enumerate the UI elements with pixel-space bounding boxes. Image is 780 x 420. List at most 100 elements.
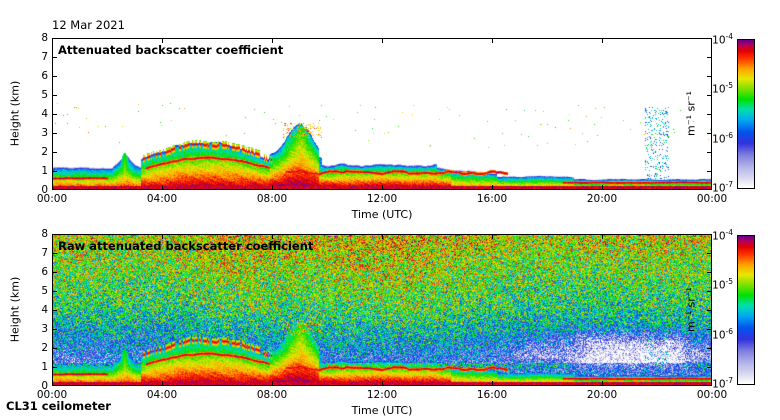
x-tick-label: 04:00 [146, 193, 178, 205]
colorbar-tick-label: 10-6 [712, 130, 733, 145]
x-tick-label: 08:00 [256, 193, 288, 205]
x-tick [162, 381, 163, 386]
y-tick-label: 0 [41, 184, 48, 196]
y-tick-label: 7 [41, 51, 48, 63]
y-tick [707, 152, 712, 153]
y-tick-label: 1 [41, 165, 48, 177]
colorbar-tick-label: 10-4 [712, 227, 733, 243]
x-tick-label: 20:00 [586, 389, 618, 401]
y-tick-label: 3 [41, 127, 48, 139]
x-tick [602, 234, 603, 239]
x-tick-label: 12:00 [366, 389, 398, 401]
y-tick [52, 114, 57, 115]
x-tick [52, 38, 53, 43]
y-tick-label: 5 [41, 89, 48, 101]
x-tick [52, 381, 53, 386]
x-tick [602, 185, 603, 190]
x-tick-label: 16:00 [476, 389, 508, 401]
colorbar-bottom [737, 235, 755, 385]
y-tick [52, 272, 57, 273]
y-tick-label: 3 [41, 323, 48, 335]
plot-panel-attenuated-backscatter[interactable] [52, 38, 712, 190]
x-tick [492, 234, 493, 239]
x-tick-label: 08:00 [256, 389, 288, 401]
colorbar-tick-label: 10-7 [712, 375, 733, 391]
instrument-footer: CL31 ceilometer [6, 399, 111, 413]
x-tick [162, 38, 163, 43]
y-tick [52, 152, 57, 153]
x-tick [711, 38, 712, 43]
y-tick-label: 4 [41, 108, 48, 120]
y-tick [707, 253, 712, 254]
x-tick [272, 381, 273, 386]
y-tick-label: 4 [41, 304, 48, 316]
y-tick [52, 133, 57, 134]
x-tick [382, 381, 383, 386]
y-tick [707, 367, 712, 368]
y-tick [707, 385, 712, 386]
y-tick [52, 310, 57, 311]
x-tick-label: 12:00 [366, 193, 398, 205]
x-axis-label-bottom: Time (UTC) [351, 404, 413, 417]
y-tick [707, 133, 712, 134]
x-tick-label: 00:00 [36, 193, 68, 205]
x-tick [52, 185, 53, 190]
x-tick [602, 381, 603, 386]
colorbar-tick-label: 10-5 [712, 81, 733, 96]
y-tick-label: 1 [41, 361, 48, 373]
y-tick [52, 253, 57, 254]
y-tick-label: 6 [41, 70, 48, 82]
x-tick [382, 185, 383, 190]
x-tick [272, 38, 273, 43]
y-tick [707, 38, 712, 39]
y-tick [707, 234, 712, 235]
y-tick-label: 8 [41, 228, 48, 240]
y-tick [52, 367, 57, 368]
x-tick [711, 234, 712, 239]
y-tick [52, 329, 57, 330]
y-tick [52, 38, 57, 39]
y-tick-label: 7 [41, 247, 48, 259]
x-tick-label: 16:00 [476, 193, 508, 205]
x-tick [382, 234, 383, 239]
y-tick [707, 95, 712, 96]
x-tick [602, 38, 603, 43]
colorbar-tick-label: 10-5 [712, 277, 733, 292]
x-tick [711, 381, 712, 386]
x-tick [162, 185, 163, 190]
colorbar-top [737, 39, 755, 189]
colorbar-label-bottom: m⁻¹ sr⁻¹ [684, 287, 698, 332]
colorbar-tick-label: 10-4 [712, 31, 733, 47]
x-tick [272, 234, 273, 239]
y-tick-label: 5 [41, 285, 48, 297]
y-tick [707, 76, 712, 77]
y-tick-label: 6 [41, 266, 48, 278]
date-title: 12 Mar 2021 [52, 18, 125, 32]
y-tick [52, 291, 57, 292]
y-tick [52, 57, 57, 58]
y-axis-label-top: Height (km) [8, 80, 22, 147]
y-tick [52, 385, 57, 386]
y-tick [52, 189, 57, 190]
y-tick [52, 348, 57, 349]
colorbar-tick-label: 10-6 [712, 326, 733, 341]
x-tick [492, 185, 493, 190]
y-tick [707, 291, 712, 292]
y-tick [707, 272, 712, 273]
y-tick [52, 171, 57, 172]
y-tick-label: 8 [41, 32, 48, 44]
x-axis-label-top: Time (UTC) [351, 208, 413, 221]
y-tick [707, 310, 712, 311]
y-tick [707, 189, 712, 190]
x-tick-label: 00:00 [696, 193, 728, 205]
x-tick [492, 38, 493, 43]
y-tick [707, 57, 712, 58]
x-tick [272, 185, 273, 190]
y-tick-label: 2 [41, 146, 48, 158]
colorbar-tick-label: 10-7 [712, 179, 733, 195]
x-tick [711, 185, 712, 190]
y-tick [52, 234, 57, 235]
x-tick [382, 38, 383, 43]
plot-panel-raw-attenuated-backscatter[interactable] [52, 234, 712, 386]
